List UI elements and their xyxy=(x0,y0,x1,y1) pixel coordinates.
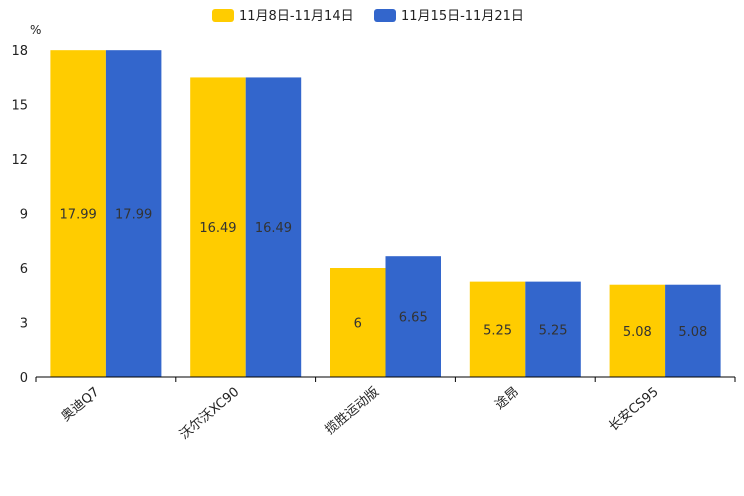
legend-label: 11月8日-11月14日 xyxy=(239,9,354,24)
bar-week1 xyxy=(190,77,246,377)
bar-value-label: 5.25 xyxy=(539,323,568,338)
bar-week1 xyxy=(330,268,386,377)
bar-value-label: 6.65 xyxy=(399,311,428,326)
legend: 11月8日-11月14日 11月15日-11月21日 xyxy=(212,9,524,24)
y-tick-label: 9 xyxy=(20,208,28,223)
legend-swatch xyxy=(374,9,396,22)
y-axis: 0 3 6 9 12 15 18 xyxy=(11,44,28,386)
legend-swatch xyxy=(212,9,234,22)
bar-value-label: 5.25 xyxy=(483,323,512,338)
bar-value-label: 5.08 xyxy=(678,325,707,340)
x-axis: 奥迪Q7 沃尔沃XC90 揽胜运动版 途昂 长安CS95 xyxy=(35,376,736,443)
bar-value-label: 16.49 xyxy=(199,221,236,236)
bar-value-label: 17.99 xyxy=(115,208,152,223)
bar-week1 xyxy=(609,284,666,377)
x-category-label: 沃尔沃XC90 xyxy=(177,385,242,443)
bar-value-label: 17.99 xyxy=(60,208,97,223)
bar-week2 xyxy=(525,281,581,377)
legend-label: 11月15日-11月21日 xyxy=(401,9,524,24)
bar-week2 xyxy=(105,50,162,377)
data-labels-group: 17.99 17.99 16.49 16.49 6 6.65 5.25 5.25 5.08 5.0… xyxy=(60,208,708,340)
bar-value-label: 6 xyxy=(354,317,362,332)
x-category-label: 揽胜运动版 xyxy=(322,384,382,438)
bar-week1 xyxy=(469,281,526,377)
bar-week2 xyxy=(385,256,441,377)
y-tick-label: 15 xyxy=(11,99,28,114)
bars-group xyxy=(50,50,721,377)
x-category-label: 奥迪Q7 xyxy=(59,385,103,425)
bar-week2 xyxy=(245,77,302,377)
x-category-label: 途昂 xyxy=(492,384,522,413)
bar-week1 xyxy=(50,50,106,377)
bar-week2 xyxy=(665,284,721,377)
y-tick-label: 18 xyxy=(11,44,28,59)
bar-value-label: 16.49 xyxy=(255,221,292,236)
y-tick-label: 0 xyxy=(20,371,28,386)
y-tick-label: 12 xyxy=(11,153,28,168)
x-category-label: 长安CS95 xyxy=(606,385,662,435)
bar-value-label: 5.08 xyxy=(623,325,652,340)
y-axis-unit-label: % xyxy=(30,23,41,37)
y-tick-label: 6 xyxy=(20,262,28,277)
y-tick-label: 3 xyxy=(20,317,28,332)
